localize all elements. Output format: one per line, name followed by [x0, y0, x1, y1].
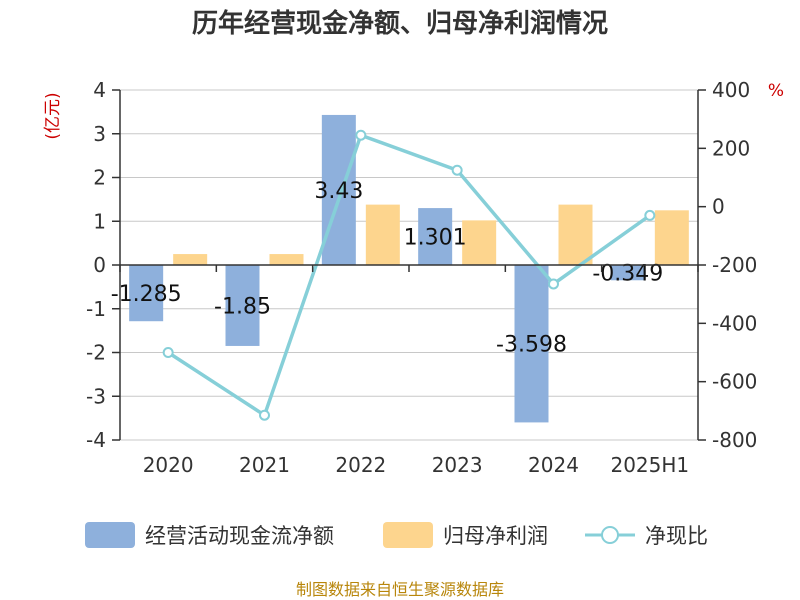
net-profit-bar — [269, 254, 304, 265]
right-tick-label: 200 — [712, 136, 750, 160]
x-tick-label: 2021 — [239, 453, 290, 477]
x-tick-label: 2025H1 — [610, 453, 689, 477]
cashflow-data-label: -0.349 — [592, 262, 663, 287]
left-axis-name: (亿元) — [43, 92, 63, 139]
left-tick-label: -4 — [86, 428, 106, 452]
left-tick-label: -2 — [86, 341, 106, 365]
left-tick-label: 4 — [93, 78, 106, 102]
legend-label-cashflow: 经营活动现金流净额 — [145, 524, 334, 548]
left-axis: -4 -3 -2 -1 0 1 2 3 4 — [86, 78, 121, 452]
right-tick-label: 400 — [712, 78, 750, 102]
x-axis: 2020 2021 2022 2023 2024 2025H1 — [119, 264, 699, 477]
data-labels: -1.285 -1.85 3.43 1.301 -3.598 -0.349 — [111, 179, 664, 358]
x-tick-label: 2023 — [432, 453, 483, 477]
legend-label-netprofit: 归母净利润 — [443, 524, 548, 548]
ratio-line-path — [167, 132, 651, 418]
cashflow-bar — [129, 265, 164, 322]
right-tick-label: -200 — [712, 253, 757, 277]
x-tick-label: 2022 — [335, 453, 386, 477]
cashflow-bar — [610, 265, 645, 281]
net-profit-bar — [365, 204, 400, 265]
cashflow-data-label: 1.301 — [404, 226, 467, 251]
left-tick-label: -3 — [86, 384, 106, 408]
ratio-point — [548, 278, 559, 290]
cashflow-bar — [225, 265, 260, 346]
net-profit-bar — [173, 254, 208, 265]
cashflow-bar — [321, 114, 356, 265]
ratio-point — [355, 129, 367, 141]
chart-title: 历年经营现金净额、归母净利润情况 — [192, 8, 608, 39]
net-profit-bar — [654, 210, 689, 265]
right-tick-label: -800 — [712, 428, 757, 452]
source-note: 制图数据来自恒生聚源数据库 — [296, 580, 504, 599]
ratio-point — [162, 347, 174, 358]
cashflow-data-label: -1.85 — [214, 294, 271, 319]
x-tick-label: 2020 — [143, 453, 194, 477]
ratio-point — [451, 164, 463, 176]
cashflow-data-label: -1.285 — [111, 282, 182, 307]
right-tick-label: -600 — [712, 370, 757, 394]
right-axis-name: % — [768, 81, 784, 101]
left-tick-label: 2 — [93, 166, 106, 190]
x-tick-label: 2024 — [528, 453, 579, 477]
net-profit-bar — [558, 204, 593, 265]
left-tick-label: 1 — [93, 209, 106, 233]
net-profit-bar — [462, 220, 497, 265]
legend-swatch-netprofit — [383, 522, 433, 548]
ratio-line — [162, 129, 656, 421]
right-tick-label: -400 — [712, 311, 757, 335]
right-tick-label: 0 — [712, 195, 725, 219]
left-tick-label: 3 — [93, 122, 106, 146]
ratio-point — [259, 409, 270, 421]
ratio-point — [644, 209, 656, 221]
legend: 经营活动现金流净额 归母净利润 净现比 — [85, 522, 708, 548]
cashflow-data-label: -3.598 — [496, 333, 567, 358]
legend-label-ratio: 净现比 — [645, 524, 708, 548]
cashflow-bar — [418, 208, 453, 265]
cashflow-data-label: 3.43 — [314, 179, 363, 204]
legend-swatch-ratio-marker — [601, 526, 619, 544]
cashflow-bar — [514, 265, 549, 423]
legend-swatch-cashflow — [85, 522, 135, 548]
bars — [129, 114, 689, 423]
right-axis: -800 -600 -400 -200 0 200 400 — [697, 78, 757, 452]
left-tick-label: 0 — [93, 253, 106, 277]
left-tick-label: -1 — [86, 297, 106, 321]
